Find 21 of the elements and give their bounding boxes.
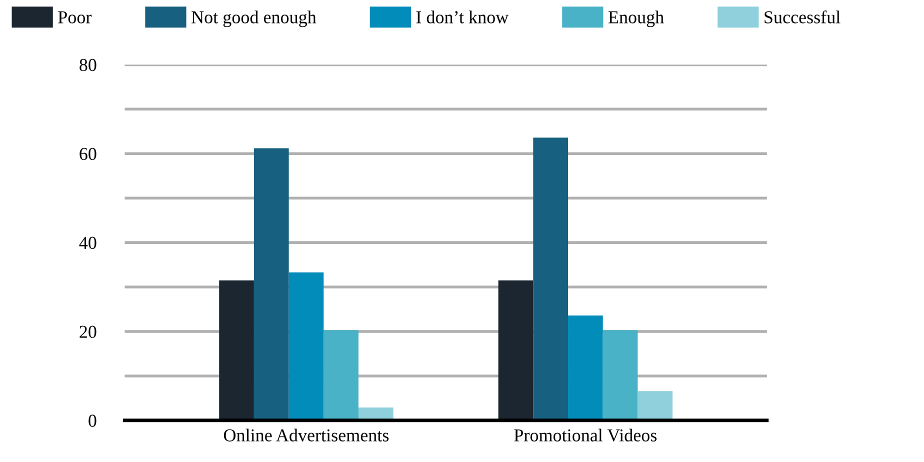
legend-label: Successful: [764, 10, 840, 24]
bar: [324, 330, 358, 420]
y-tick-label: 80: [80, 58, 96, 72]
bar: [288, 272, 324, 420]
y-tick-label: 60: [80, 148, 96, 160]
legend-label: Poor: [58, 11, 92, 24]
legend-label: Enough: [608, 10, 664, 28]
bar: [254, 148, 289, 420]
bar: [638, 391, 673, 420]
bar: [568, 315, 603, 420]
bar: [602, 330, 638, 420]
bar: [533, 138, 568, 420]
y-tick-label: 0: [88, 414, 96, 427]
y-tick-label: 20: [80, 326, 96, 338]
x-tick-label: Online Advertisements: [224, 428, 389, 442]
y-tick-label: 40: [79, 236, 96, 249]
x-tick-label: Promotional Videos: [514, 428, 657, 442]
legend-label: Not good enough: [192, 10, 316, 28]
bar: [498, 280, 534, 420]
legend-label: I don’t know: [416, 10, 509, 24]
bar: [219, 280, 254, 420]
